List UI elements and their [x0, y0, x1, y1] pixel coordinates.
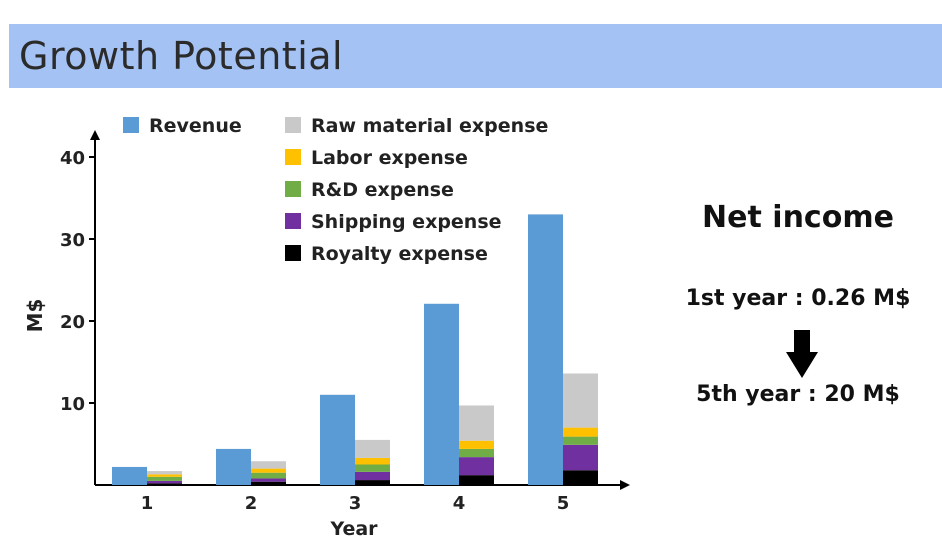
bar-royalty-expense: [563, 470, 598, 485]
bar-revenue: [112, 466, 147, 485]
y-axis-arrow: [90, 130, 100, 140]
bar-shipping-expense: [563, 444, 598, 471]
legend-swatch: [285, 245, 301, 261]
legend-swatch: [285, 149, 301, 165]
x-tick-label: 5: [557, 493, 570, 514]
bar-revenue: [528, 214, 563, 485]
bar-labor-expense: [251, 468, 286, 473]
bar-labor-expense: [355, 457, 390, 465]
x-axis-label: Year: [329, 518, 378, 540]
bar-raw-material-expense: [459, 405, 494, 441]
x-tick-label: 2: [245, 493, 258, 514]
x-tick-label: 3: [349, 493, 362, 514]
bar-royalty-expense: [251, 481, 286, 485]
x-tick-label: 1: [141, 493, 154, 514]
bar-r-d-expense: [563, 436, 598, 445]
legend-label: R&D expense: [311, 179, 454, 201]
bar-royalty-expense: [459, 475, 494, 485]
x-axis-arrow: [620, 480, 630, 490]
y-tick-label: 30: [60, 230, 85, 251]
y-tick-label: 40: [60, 148, 85, 169]
bar-raw-material-expense: [355, 439, 390, 458]
bar-raw-material-expense: [251, 461, 286, 469]
legend-swatch: [285, 181, 301, 197]
arrow-down-icon: [786, 330, 818, 378]
bar-shipping-expense: [459, 457, 494, 476]
bar-r-d-expense: [355, 464, 390, 472]
y-axis-label: M$: [23, 299, 47, 333]
x-tick-label: 4: [453, 493, 466, 514]
legend-label: Raw material expense: [311, 115, 548, 137]
bar-r-d-expense: [147, 476, 182, 481]
bar-r-d-expense: [251, 472, 286, 479]
bar-royalty-expense: [355, 480, 390, 485]
bar-r-d-expense: [459, 448, 494, 458]
net-income-fifth-year: 5th year : 20 M$: [696, 382, 900, 407]
net-income-first-year: 1st year : 0.26 M$: [685, 286, 911, 311]
bar-revenue: [320, 394, 355, 485]
title-band: Growth Potential: [9, 24, 942, 88]
bar-royalty-expense: [147, 483, 182, 485]
y-tick-label: 10: [60, 394, 85, 415]
page-title: Growth Potential: [19, 34, 344, 78]
legend-label: Labor expense: [311, 147, 468, 169]
legend-label: Shipping expense: [311, 211, 502, 233]
net-income-title: Net income: [702, 200, 894, 235]
bar-shipping-expense: [251, 478, 286, 482]
bar-revenue: [424, 303, 459, 485]
bar-shipping-expense: [147, 480, 182, 484]
legend-swatch: [123, 117, 139, 133]
legend-label: Royalty expense: [311, 243, 488, 265]
bar-revenue: [216, 448, 251, 485]
legend-swatch: [285, 213, 301, 229]
bar-raw-material-expense: [563, 373, 598, 428]
legend-label: Revenue: [149, 115, 242, 137]
bar-labor-expense: [147, 474, 182, 477]
legend-swatch: [285, 117, 301, 133]
bar-raw-material-expense: [147, 471, 182, 475]
bar-labor-expense: [459, 440, 494, 449]
bar-shipping-expense: [355, 471, 390, 481]
y-tick-label: 20: [60, 312, 85, 333]
bar-labor-expense: [563, 427, 598, 437]
